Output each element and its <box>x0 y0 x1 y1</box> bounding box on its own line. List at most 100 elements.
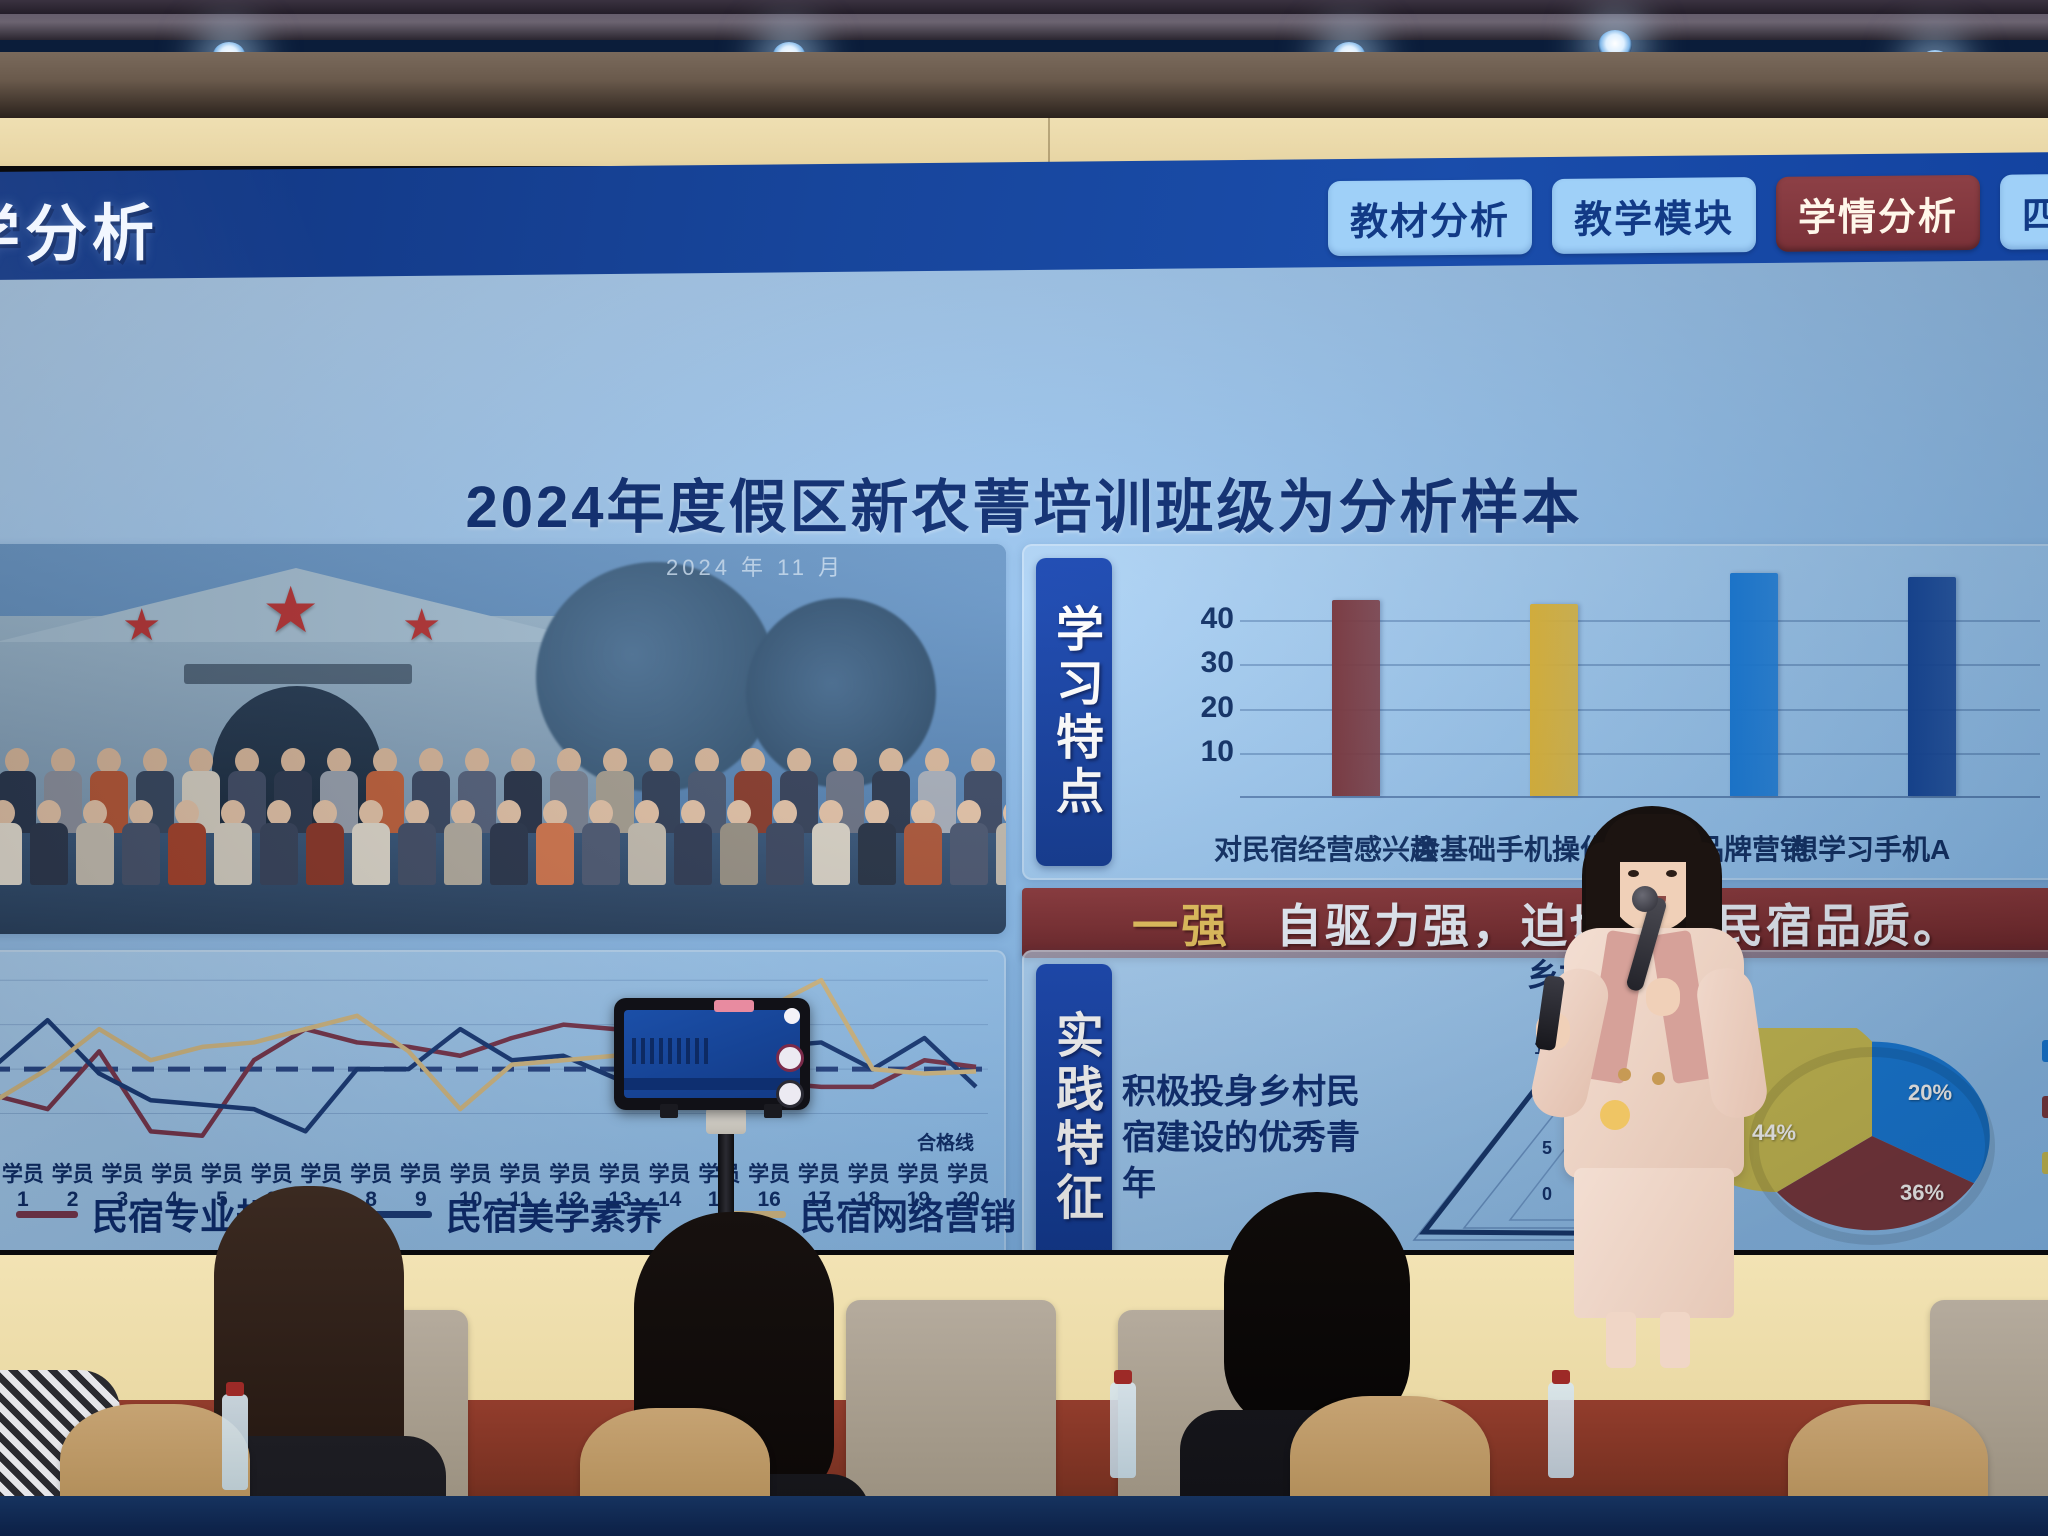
photo-star-left: ★ <box>122 601 162 650</box>
tab-3[interactable]: 学情分析 <box>1775 174 1980 252</box>
tab-1[interactable]: 教材分析 <box>1327 179 1532 257</box>
bar-category-label: 会基础手机操作 <box>1412 834 1609 865</box>
slide-tab-bar[interactable]: 教材分析 教学模块 学情分析四 <box>1327 174 2048 257</box>
photo-person-head <box>603 748 627 774</box>
photo-person <box>856 800 898 885</box>
radar-tick-5: 5 <box>1542 1138 1553 1158</box>
photo-person-head <box>773 800 797 826</box>
photo-person-head <box>589 800 613 826</box>
bar-category-label: 对民宿经营感兴趣 <box>1214 834 1439 865</box>
line-x-tick: 学员19 <box>897 1163 940 1211</box>
presenter-eye-right <box>1666 870 1677 877</box>
line-x-tick: 学员18 <box>847 1163 890 1211</box>
line-chart-svg <box>0 977 988 1139</box>
tripod-clamp-right <box>764 1104 782 1118</box>
photo-person <box>212 800 254 885</box>
photo-person <box>580 800 622 885</box>
photo-person-body <box>76 823 114 885</box>
photo-person <box>28 800 70 885</box>
photo-person-body <box>812 823 850 885</box>
line-legend-swatch <box>16 1210 78 1218</box>
photo-person <box>258 800 300 885</box>
line-x-tick: 学员1 <box>1 1163 44 1211</box>
line-x-tick: 学员9 <box>399 1163 442 1211</box>
bar-y-tick: 10 <box>1200 735 1234 769</box>
bar-3 <box>1730 572 1778 796</box>
bar-gridline <box>1240 664 2040 667</box>
water-bottle-2 <box>1110 1382 1136 1478</box>
photo-person-body <box>260 823 298 885</box>
photo-person-head <box>543 800 567 826</box>
tab-2[interactable]: 教学模块 <box>1551 177 1756 255</box>
photo-person <box>0 800 24 885</box>
photo-person-body <box>0 823 22 885</box>
group-photo: ★ ★ ★ 2024 年 11 月 <box>0 544 1006 934</box>
phone-screen-band <box>624 1078 800 1090</box>
photo-person-head <box>405 800 429 826</box>
photo-person-head <box>83 800 107 826</box>
line-x-tick: 学员3 <box>101 1163 144 1211</box>
photo-person-body <box>490 823 528 885</box>
photo-person <box>350 800 392 885</box>
photo-person-body <box>352 823 390 885</box>
line-x-tick: 学员20 <box>947 1163 990 1211</box>
presenter-fringe <box>1604 814 1702 862</box>
line-x-tick: 学员14 <box>648 1163 691 1211</box>
water-bottle-cap-1 <box>226 1382 244 1396</box>
bar-axis-baseline <box>1240 796 2040 798</box>
presenter-skirt <box>1574 1168 1734 1318</box>
bar-chart-learning-traits: 10203040对民宿经营感兴趣会基础手机操作想学习品牌营销想学习手机A <box>1022 544 2048 880</box>
line-x-tick: 学员5 <box>200 1163 243 1211</box>
line-chart-legend: 民宿专业规范 民宿美学素养 民宿网络营销 <box>16 1188 1016 1240</box>
photo-person <box>962 748 1004 833</box>
photo-person-body <box>536 823 574 885</box>
panel-ability-lines: 合格线 学员1学员2学员3学员4学员5学员6学员7学员8学员9学员10学员11学… <box>0 950 1016 1250</box>
bar-y-tick: 30 <box>1200 646 1234 680</box>
phone-camera-icon <box>784 1008 800 1024</box>
photo-person <box>810 800 852 885</box>
microphone-head <box>1632 886 1658 912</box>
bar-gridline <box>1240 619 2040 622</box>
photo-person-head <box>221 800 245 826</box>
photo-person-head <box>359 800 383 826</box>
photo-person-head <box>971 748 995 774</box>
photo-person-head <box>879 748 903 774</box>
line-series-3 <box>0 977 977 1112</box>
photo-person-body <box>168 823 206 885</box>
practice-note-text: 积极投身乡村民宿建设的优秀青年 <box>1122 1073 1360 1203</box>
photo-person-head <box>1003 800 1006 826</box>
bar-y-tick: 40 <box>1200 601 1234 635</box>
tripod-knob <box>706 1108 746 1134</box>
photo-date-caption: 2024 年 11 月 <box>666 555 845 580</box>
water-bottle-3 <box>1548 1382 1574 1478</box>
photo-person <box>948 800 990 885</box>
photo-person-head <box>37 800 61 826</box>
photo-person-head <box>787 748 811 774</box>
radar-tick-0: 0 <box>1542 1184 1553 1204</box>
pie-slice-label-blue: 20% <box>1908 1080 1953 1105</box>
line-x-tick: 学员11 <box>499 1163 542 1211</box>
tab-4[interactable]: 四 <box>1999 174 2048 250</box>
phone-screen <box>624 1010 800 1098</box>
photo-person <box>902 800 944 885</box>
photo-person-body <box>444 823 482 885</box>
photo-person-head <box>511 748 535 774</box>
recording-phone[interactable] <box>614 998 810 1110</box>
photo-person-head <box>635 800 659 826</box>
photo-person-body <box>766 823 804 885</box>
line-x-tick: 学员2 <box>51 1163 94 1211</box>
bar-1 <box>1332 599 1380 796</box>
ceiling-soffit <box>0 52 2048 122</box>
photo-person-head <box>957 800 981 826</box>
side-label-learning-traits: 学习特点 <box>1036 558 1112 866</box>
photo-person <box>626 800 668 885</box>
phone-screen-chart <box>632 1038 710 1064</box>
slide-title: 2024年度假区新农菁培训班级为分析样本 <box>465 475 1583 540</box>
phone-stop-button[interactable] <box>776 1080 804 1108</box>
bar-4 <box>1908 577 1956 796</box>
phone-record-button[interactable] <box>776 1044 804 1072</box>
photo-person-body <box>30 823 68 885</box>
photo-person-head <box>97 748 121 774</box>
photo-person-body <box>398 823 436 885</box>
photo-person <box>488 800 530 885</box>
